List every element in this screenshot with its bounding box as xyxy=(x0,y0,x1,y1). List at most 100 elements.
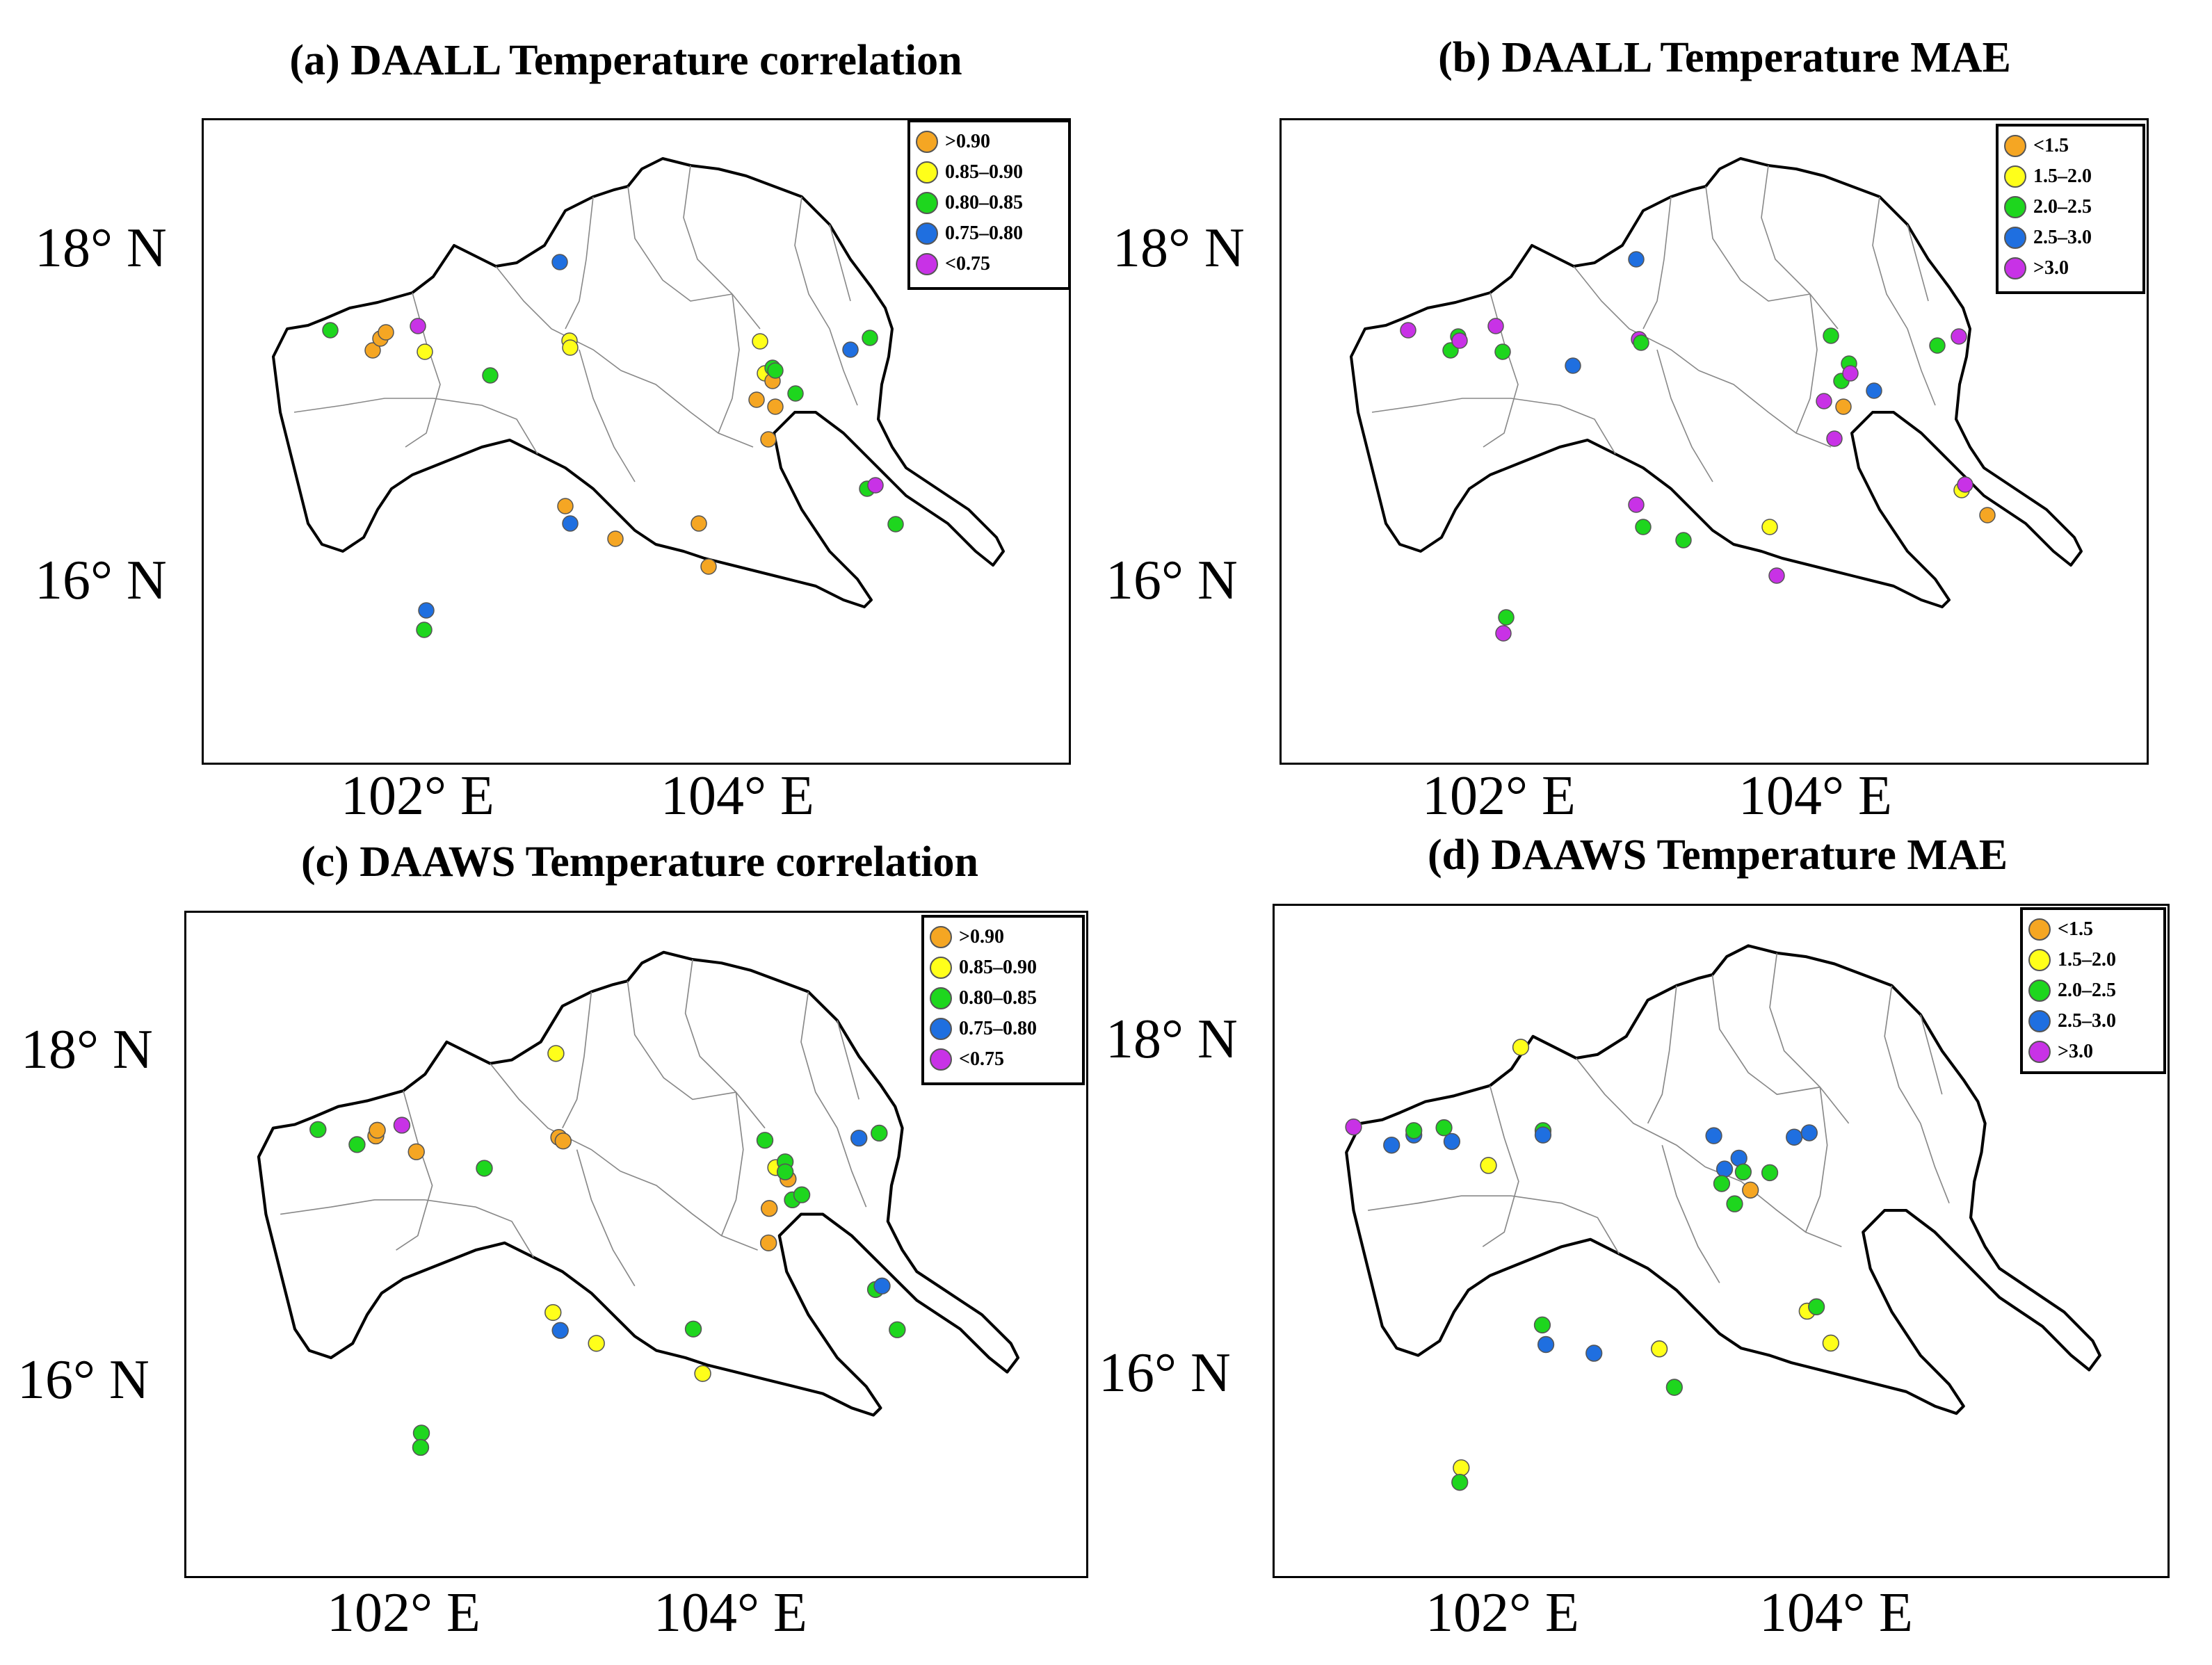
lon-label-102e: 102° E xyxy=(1422,765,1576,827)
station-marker xyxy=(1768,567,1785,584)
station-marker xyxy=(588,1335,605,1352)
province-boundary xyxy=(579,349,636,482)
station-marker xyxy=(1826,430,1843,447)
station-marker xyxy=(309,1121,327,1138)
station-marker xyxy=(1742,1181,1759,1199)
station-marker xyxy=(1842,365,1859,382)
station-marker xyxy=(887,516,904,533)
lat-label-18n: 18° N xyxy=(1106,1009,1238,1070)
legend-swatch xyxy=(2028,1041,2051,1063)
lat-label-16n: 16° N xyxy=(17,1349,150,1411)
station-marker xyxy=(562,339,579,356)
station-marker xyxy=(1957,476,1973,493)
province-boundary xyxy=(627,186,733,302)
station-marker xyxy=(889,1321,906,1338)
legend-swatch xyxy=(2028,980,2051,1002)
panel-c-legend: >0.90 0.85–0.90 0.80–0.85 0.75–0.80 <0.7… xyxy=(921,915,1085,1085)
station-marker xyxy=(551,1322,569,1339)
panel-d-map-canvas xyxy=(1345,944,2101,1491)
province-boundary xyxy=(1482,1085,1519,1247)
station-marker xyxy=(1816,393,1832,409)
region-outline xyxy=(257,950,1020,1417)
province-boundary xyxy=(1761,165,1839,330)
legend-item: 1.5–2.0 xyxy=(2028,945,2158,975)
province-boundary xyxy=(280,1199,426,1215)
lon-label-102e: 102° E xyxy=(341,765,494,827)
legend-swatch xyxy=(930,1048,952,1071)
station-marker xyxy=(700,558,717,575)
station-marker xyxy=(787,385,804,402)
station-marker xyxy=(1585,1345,1603,1362)
lat-label-18n: 18° N xyxy=(21,1019,153,1080)
province-boundary xyxy=(1575,1057,1706,1168)
station-marker xyxy=(562,515,579,532)
province-boundary xyxy=(495,266,622,371)
legend-swatch xyxy=(2004,196,2026,218)
station-marker xyxy=(1800,1124,1818,1142)
legend-item: 1.5–2.0 xyxy=(2004,161,2137,192)
station-marker xyxy=(416,622,433,638)
province-boundary xyxy=(620,370,754,448)
province-boundary xyxy=(1661,1144,1720,1283)
province-boundary xyxy=(565,196,594,330)
station-marker xyxy=(369,1121,386,1139)
legend-label: 2.5–3.0 xyxy=(2058,1010,2116,1032)
station-marker xyxy=(412,1424,430,1442)
province-boundary xyxy=(1698,370,1832,448)
legend-item: >0.90 xyxy=(916,127,1063,157)
legend-swatch xyxy=(930,987,952,1009)
lat-label-16n: 16° N xyxy=(35,550,167,611)
panel-a-legend: >0.90 0.85–0.90 0.80–0.85 0.75–0.80 <0.7… xyxy=(907,120,1071,290)
legend-item: 0.85–0.90 xyxy=(930,952,1076,983)
station-marker xyxy=(756,1132,774,1149)
station-marker xyxy=(1534,1126,1552,1144)
legend-swatch xyxy=(930,957,952,979)
station-marker xyxy=(1443,1132,1461,1151)
legend-item: 0.75–0.80 xyxy=(916,218,1063,249)
station-marker xyxy=(1512,1039,1530,1056)
station-marker xyxy=(1715,1160,1734,1178)
station-marker xyxy=(1951,328,1967,345)
region-outline xyxy=(272,157,1005,608)
province-boundary xyxy=(800,991,838,1129)
province-boundary xyxy=(562,991,592,1129)
province-boundary xyxy=(1368,1195,1512,1211)
panel-a-title: (a) DAALL Temperature correlation xyxy=(289,37,962,84)
station-marker xyxy=(871,1124,888,1142)
legend-label: 2.0–2.5 xyxy=(2033,196,2092,218)
legend-swatch xyxy=(916,222,938,245)
lat-label-18n: 18° N xyxy=(1113,218,1245,279)
station-marker xyxy=(1835,398,1852,415)
station-marker xyxy=(759,1234,777,1251)
province-boundary xyxy=(396,1090,433,1251)
station-marker xyxy=(1633,334,1649,351)
lon-label-104e: 104° E xyxy=(654,1582,807,1643)
legend-label: 2.0–2.5 xyxy=(2058,980,2116,1001)
station-marker xyxy=(767,398,784,415)
station-marker xyxy=(776,1163,794,1180)
legend-swatch xyxy=(916,161,938,184)
legend-swatch xyxy=(916,131,938,153)
province-boundary xyxy=(829,224,851,302)
lat-label-16n: 16° N xyxy=(1106,550,1238,611)
province-boundary xyxy=(829,328,858,406)
station-marker xyxy=(1400,322,1416,339)
legend-label: >3.0 xyxy=(2033,257,2069,279)
legend-item: 2.5–3.0 xyxy=(2028,1006,2158,1037)
province-boundary xyxy=(1656,349,1713,482)
legend-label: <0.75 xyxy=(959,1048,1004,1070)
station-marker xyxy=(1628,496,1645,513)
station-marker xyxy=(691,515,707,532)
legend-swatch xyxy=(2028,949,2051,971)
region-outline xyxy=(1350,157,2083,608)
station-marker xyxy=(867,477,884,494)
station-marker xyxy=(1494,343,1511,360)
legend-item: >3.0 xyxy=(2004,253,2137,284)
lat-label-16n: 16° N xyxy=(1099,1342,1231,1404)
station-marker xyxy=(748,391,765,408)
station-marker xyxy=(1453,1459,1470,1477)
station-marker xyxy=(1726,1195,1743,1212)
station-marker xyxy=(410,318,426,334)
station-marker xyxy=(322,322,339,339)
station-marker xyxy=(1786,1128,1803,1146)
